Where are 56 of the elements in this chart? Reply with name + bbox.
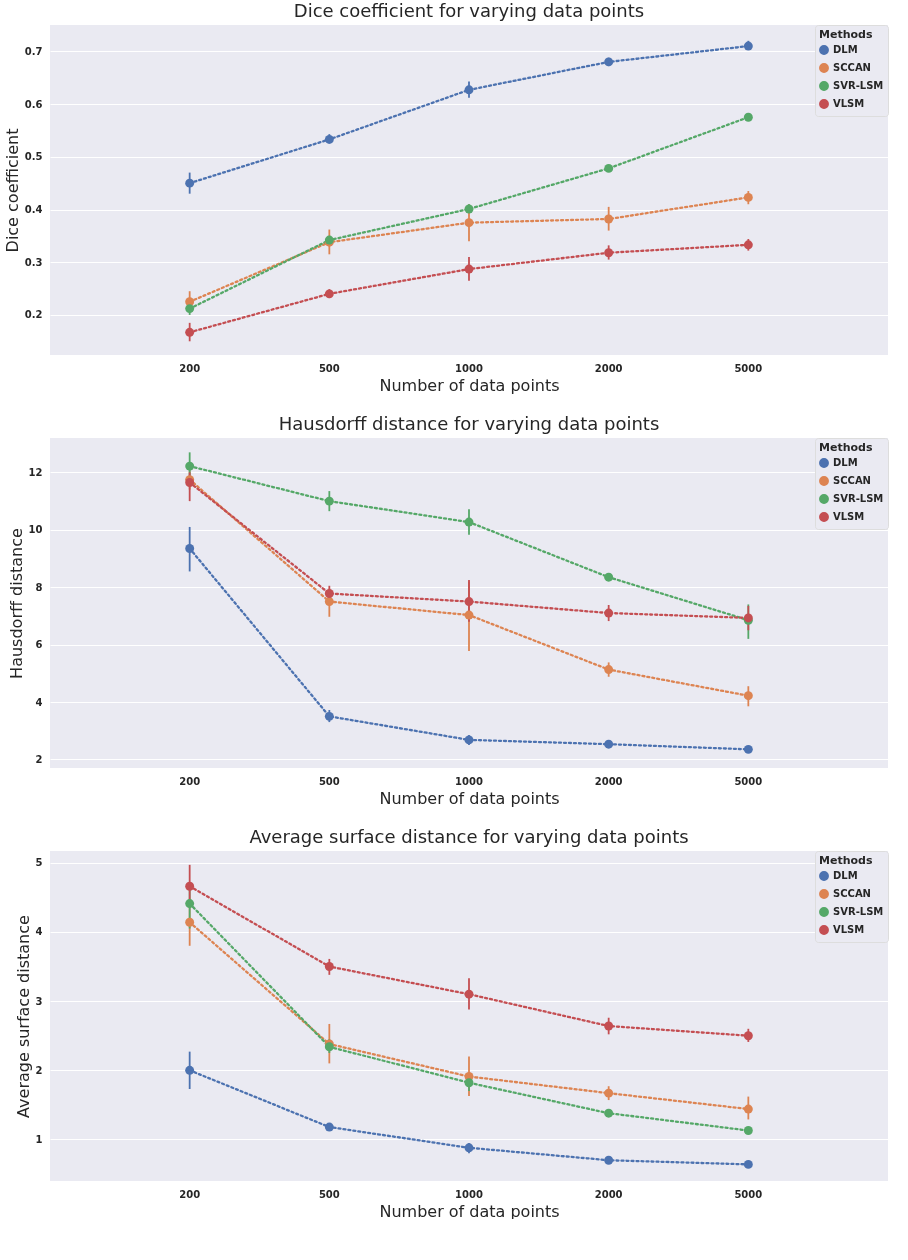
y-tick-label: 1 xyxy=(35,1133,43,1145)
legend-label: DLM xyxy=(833,457,858,468)
y-axis-title: Dice coefficient xyxy=(2,128,22,253)
y-tick-label: 4 xyxy=(35,696,43,708)
legend-label: VLSM xyxy=(833,98,865,109)
y-tick-label: 0.6 xyxy=(24,98,43,110)
y-tick-label: 0.7 xyxy=(24,45,43,57)
x-tick-label: 1000 xyxy=(455,362,483,374)
legend-label: DLM xyxy=(833,870,858,881)
legend-label: SVR-LSM xyxy=(833,493,884,504)
x-tick-label: 200 xyxy=(179,1188,201,1200)
y-tick-label: 3 xyxy=(35,995,43,1007)
legend-label: SCCAN xyxy=(833,62,871,73)
x-tick-label: 200 xyxy=(179,775,201,787)
legend-title: Methods xyxy=(819,28,873,41)
x-tick-label: 500 xyxy=(318,1188,340,1200)
y-axis-title: Hausdorff distance xyxy=(6,528,26,679)
x-tick-label: 2000 xyxy=(594,362,623,374)
legend-label: SCCAN xyxy=(833,475,871,486)
y-tick-label: 4 xyxy=(35,926,43,938)
y-tick-label: 0.3 xyxy=(24,256,43,268)
y-tick-label: 2 xyxy=(35,1064,43,1076)
legend-label: VLSM xyxy=(833,924,865,935)
y-tick-label: 10 xyxy=(28,524,43,536)
x-tick-label: 5000 xyxy=(734,1188,763,1200)
y-axis-title: Average surface distance xyxy=(13,915,33,1118)
legend-title: Methods xyxy=(819,854,873,867)
x-tick-label: 5000 xyxy=(734,775,763,787)
y-tick-label: 5 xyxy=(35,857,43,869)
y-tick-label: 0.4 xyxy=(24,204,43,215)
x-tick-label: 2000 xyxy=(594,775,623,787)
y-tick-label: 12 xyxy=(28,466,43,478)
y-tick-label: 0.5 xyxy=(24,151,43,163)
chart-title: Hausdorff distance for varying data points xyxy=(278,412,660,434)
x-tick-label: 500 xyxy=(318,775,340,787)
x-axis-title: Number of data points xyxy=(379,375,560,395)
legend-label: DLM xyxy=(833,44,858,55)
x-tick-label: 5000 xyxy=(734,362,763,374)
x-tick-label: 500 xyxy=(318,362,340,374)
y-tick-label: 8 xyxy=(35,581,43,593)
chart-title: Average surface distance for varying data points xyxy=(249,825,689,847)
y-tick-label: 2 xyxy=(35,753,43,765)
x-axis-title: Number of data points xyxy=(379,788,560,808)
legend-label: SCCAN xyxy=(833,888,871,899)
y-tick-label: 6 xyxy=(35,639,43,651)
y-tick-label: 0.2 xyxy=(24,309,43,321)
legend-title: Methods xyxy=(819,441,873,454)
legend-label: VLSM xyxy=(833,511,865,522)
x-tick-label: 1000 xyxy=(455,775,483,787)
x-axis-title: Number of data points xyxy=(379,1201,560,1221)
x-tick-label: 2000 xyxy=(594,1188,623,1200)
x-tick-label: 1000 xyxy=(455,1188,483,1200)
legend-label: SVR-LSM xyxy=(833,80,884,91)
chart-title: Dice coefficient for varying data points xyxy=(293,0,645,21)
legend-label: SVR-LSM xyxy=(833,906,884,917)
x-tick-label: 200 xyxy=(179,362,201,374)
